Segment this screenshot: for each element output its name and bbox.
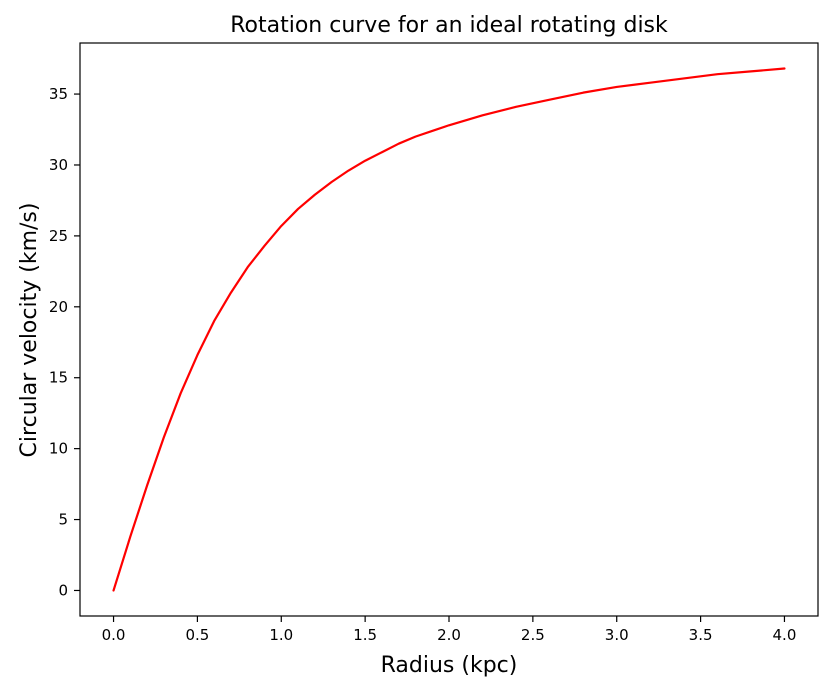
chart-title: Rotation curve for an ideal rotating dis… [230, 13, 668, 38]
series-line-0 [112, 67, 786, 592]
x-tick-label: 3.0 [605, 626, 629, 644]
x-tick-label: 4.0 [773, 626, 797, 644]
y-tick-label: 35 [49, 85, 68, 103]
y-axis-title: Circular velocity (km/s) [17, 203, 42, 458]
y-tick-label: 20 [49, 298, 68, 316]
y-tick-label: 0 [58, 581, 68, 599]
x-tick-label: 3.5 [689, 626, 713, 644]
x-tick-label: 2.5 [521, 626, 545, 644]
y-tick-label: 5 [58, 511, 68, 529]
x-tick-label: 2.0 [437, 626, 461, 644]
y-tick-label: 10 [49, 440, 68, 458]
x-tick-label: 1.0 [269, 626, 293, 644]
x-tick-label: 0.0 [102, 626, 126, 644]
y-tick-label: 25 [49, 227, 68, 245]
x-tick-label: 0.5 [185, 626, 209, 644]
x-tick-label: 1.5 [353, 626, 377, 644]
plot-area: 0.0 0.5 1.0 1.5 2.0 2.5 3.0 3.5 4.0 0 5 10 15 20 25 30 3… [49, 42, 819, 644]
y-tick-label: 30 [49, 156, 68, 174]
y-tick-label: 15 [49, 369, 68, 387]
x-axis-title: Radius (kpc) [381, 653, 518, 678]
